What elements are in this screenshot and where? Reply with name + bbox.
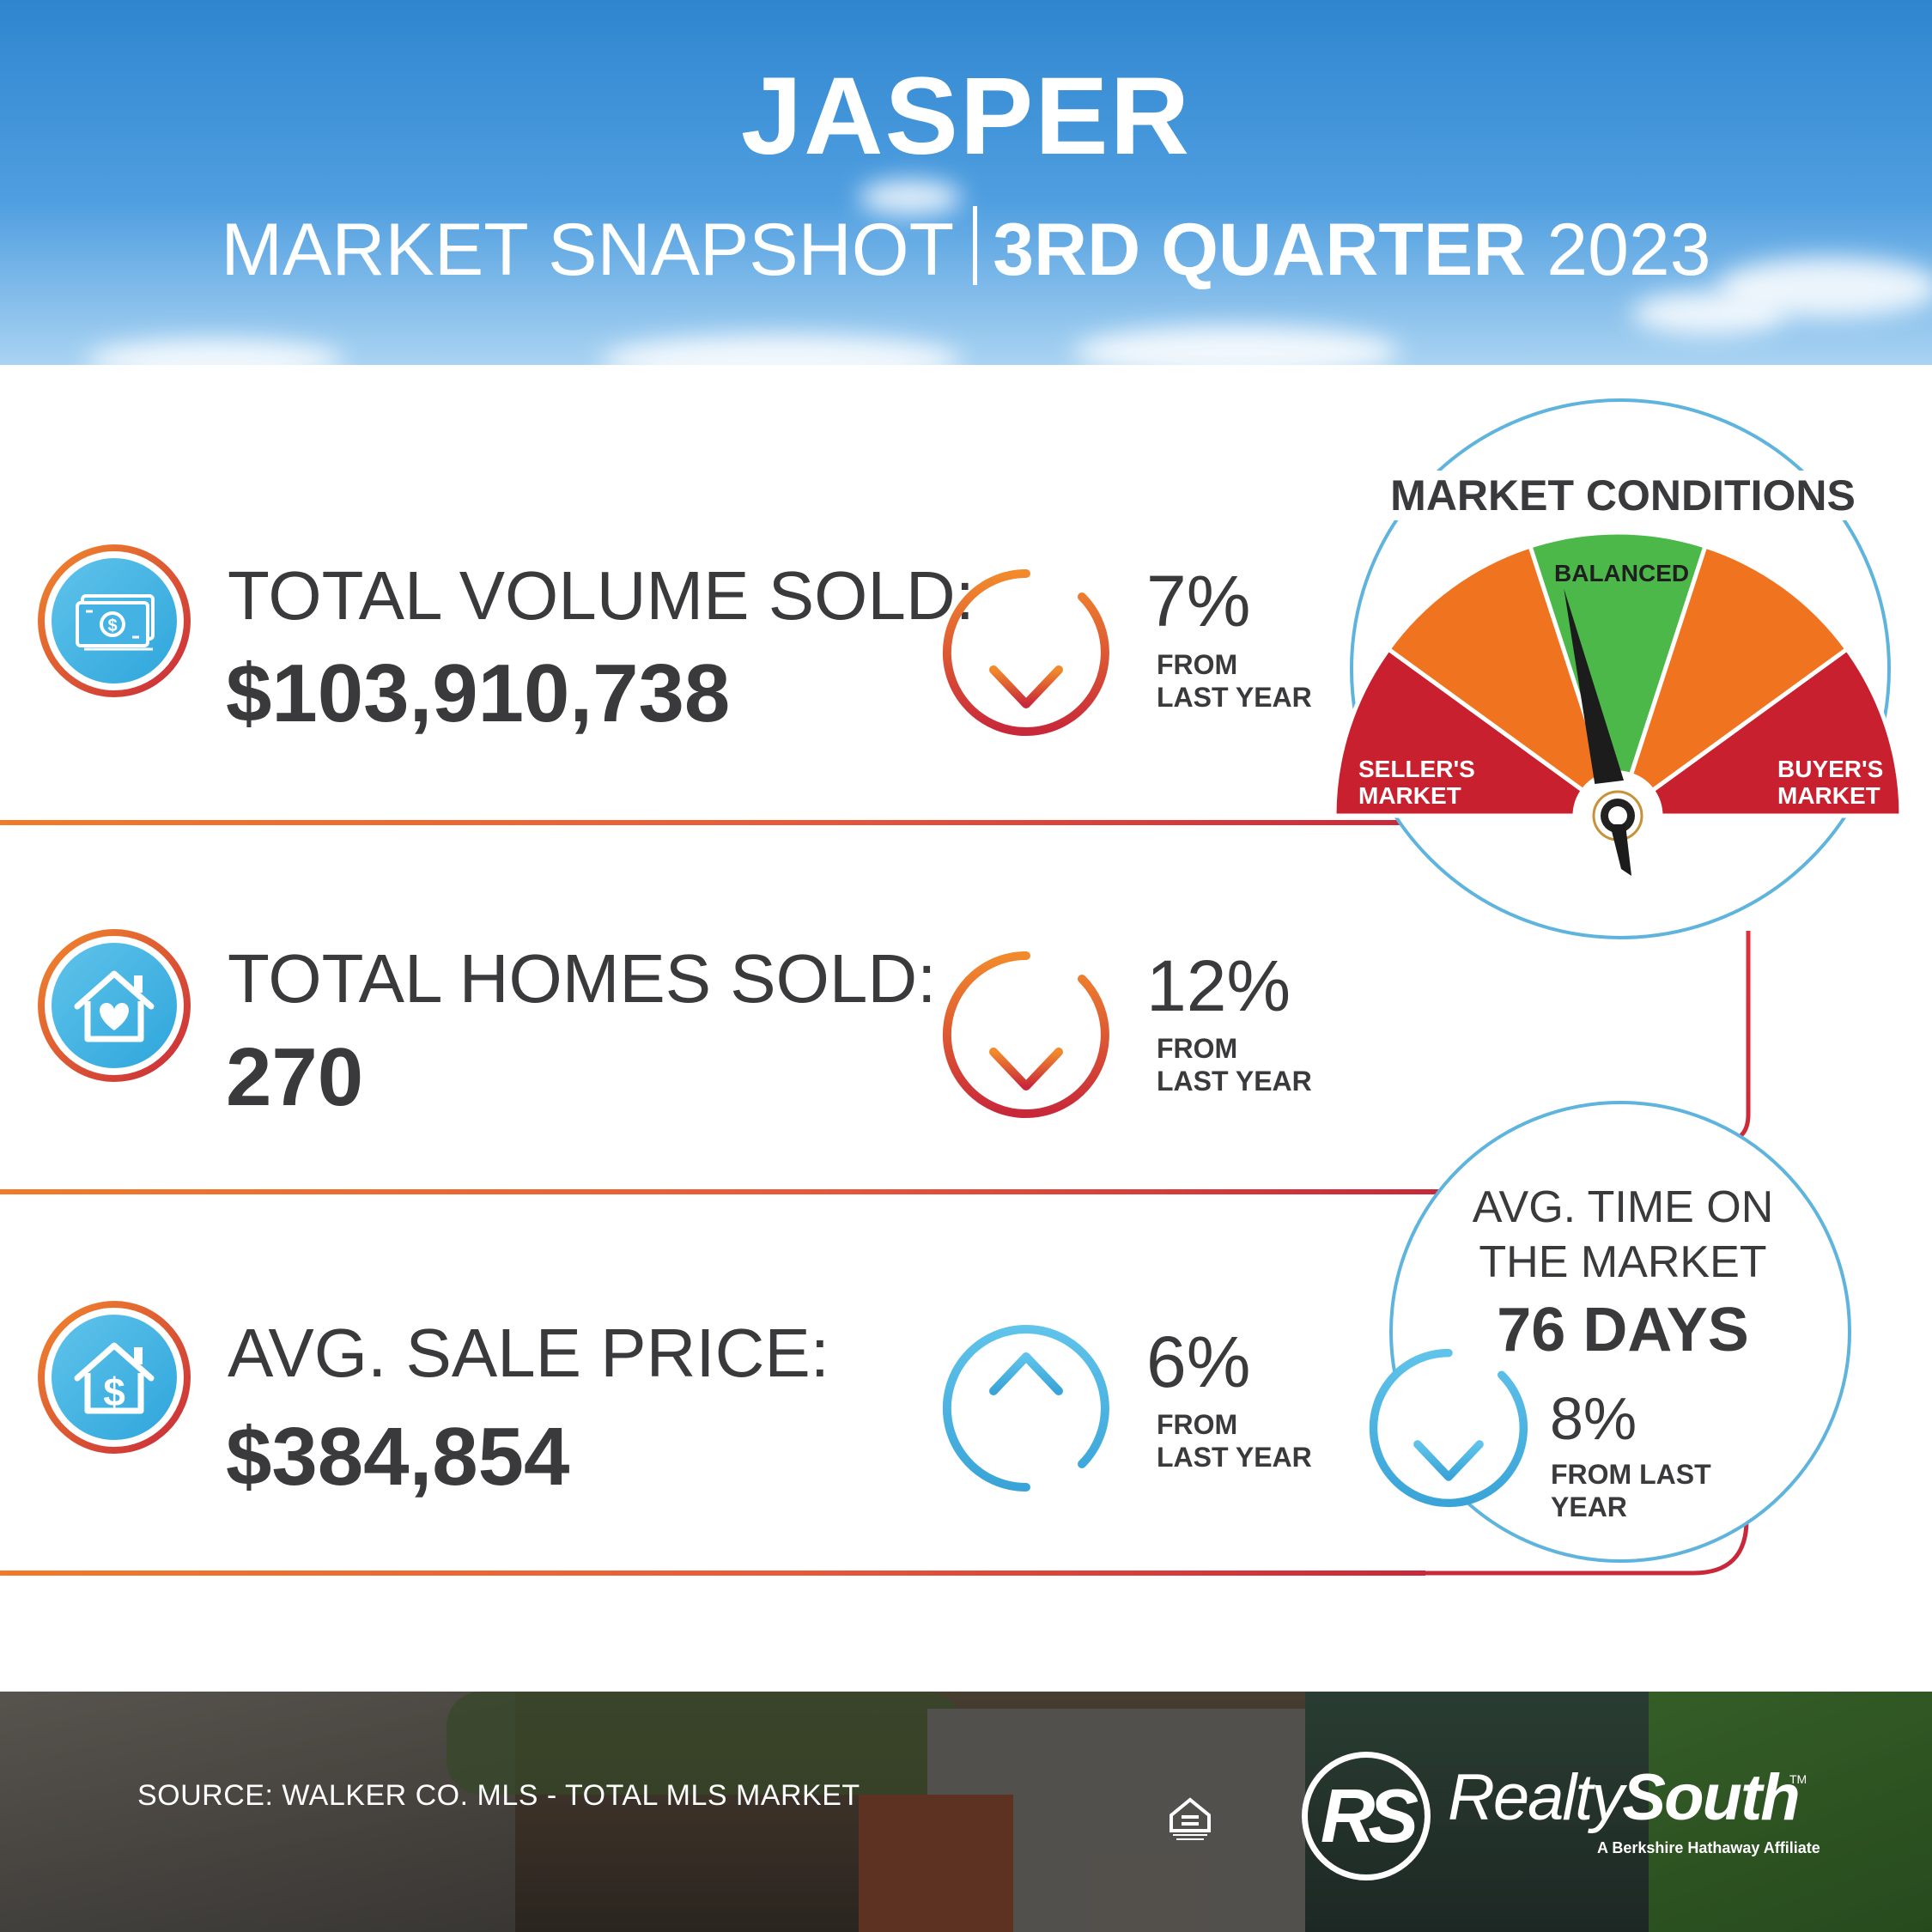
brand-name-bold: South [1622, 1761, 1800, 1834]
gauge-label-line: MARKET [1358, 782, 1461, 809]
brand-trademark: TM [1789, 1772, 1807, 1786]
gauge-segment [1649, 646, 1904, 818]
subtitle-separator [973, 206, 978, 285]
footer-photo [0, 1692, 1932, 1932]
change-note-line: LAST YEAR [1157, 1442, 1312, 1473]
time-label-line: THE MARKET [1479, 1237, 1767, 1287]
brand-logo-mark: RS [1320, 1773, 1419, 1858]
brand-name-light: Realty [1448, 1761, 1624, 1834]
brand-tagline: A Berkshire Hathaway Affiliate [1597, 1839, 1820, 1856]
subtitle-left: MARKET SNAPSHOT [221, 209, 955, 291]
photo-street [0, 1692, 515, 1932]
gauge-label-balanced: BALANCED [1554, 560, 1690, 586]
page-subtitle: MARKET SNAPSHOT 3RD QUARTER 2023 [0, 206, 1932, 293]
time-on-market-circle [1389, 1101, 1851, 1563]
change-note-line: LAST YEAR [1157, 682, 1312, 713]
arrow-down-icon [942, 951, 1109, 1118]
volume-change-pct: 7% [1146, 561, 1251, 641]
time-label-line: AVG. TIME ON [1472, 1182, 1774, 1232]
equal-housing-opportunity-icon [1170, 1797, 1211, 1840]
source-note: SOURCE: WALKER CO. MLS - TOTAL MLS MARKE… [137, 1779, 860, 1812]
gauge-label-line: MARKET [1777, 782, 1880, 809]
gauge-title: MARKET CONDITIONS [1374, 471, 1872, 520]
photo-overlay [0, 1692, 1932, 1932]
gauge-label-line: BUYER'S [1777, 756, 1884, 782]
house-dollar-icon: $ [38, 1301, 191, 1454]
time-on-market-label: AVG. TIME ON THE MARKET [1425, 1180, 1820, 1290]
cloud [859, 180, 962, 215]
cloud [601, 335, 962, 365]
arrow-down-icon [942, 569, 1109, 736]
avg-sale-price-value: $384,854 [226, 1411, 570, 1503]
gauge-label-line: SELLER'S [1358, 756, 1475, 782]
total-volume-label: TOTAL VOLUME SOLD: [228, 557, 975, 634]
avg-sale-price-label: AVG. SALE PRICE: [228, 1315, 829, 1391]
photo-field [1649, 1692, 1932, 1932]
svg-text:$: $ [103, 1370, 125, 1414]
change-note-line: YEAR [1551, 1492, 1627, 1522]
header-banner [0, 0, 1932, 365]
change-note-line: FROM [1157, 649, 1238, 680]
row-divider [0, 820, 1417, 825]
price-change-note: FROM LAST YEAR [1157, 1408, 1363, 1473]
row-divider [0, 1571, 1425, 1576]
gauge-segment [1385, 544, 1607, 794]
arrow-up-icon [942, 1325, 1109, 1492]
change-note-line: FROM [1157, 1409, 1238, 1440]
change-note-line: FROM LAST [1551, 1459, 1711, 1490]
photo-building [859, 1795, 1013, 1932]
gauge-label-buyers: BUYER'S MARKET [1777, 756, 1883, 809]
gauge-dial [1332, 532, 1904, 876]
subtitle-year: 2023 [1546, 209, 1711, 291]
change-note-line: LAST YEAR [1157, 1066, 1312, 1097]
svg-text:$: $ [107, 617, 117, 635]
brand-name: RealtySouth [1448, 1760, 1801, 1835]
total-homes-label: TOTAL HOMES SOLD: [228, 940, 937, 1017]
homes-change-pct: 12% [1146, 945, 1291, 1026]
time-change-note: FROM LAST YEAR [1551, 1458, 1740, 1523]
total-volume-value: $103,910,738 [226, 647, 731, 739]
cloud [1073, 326, 1400, 365]
photo-trees [447, 1692, 962, 1795]
subtitle-quarter: 3RD QUARTER [993, 209, 1527, 291]
brand-logo-ring [1302, 1752, 1431, 1880]
gauge-label-sellers: SELLER'S MARKET [1358, 756, 1475, 809]
volume-change-note: FROM LAST YEAR [1157, 648, 1363, 714]
gauge-segment [1332, 646, 1587, 818]
money-icon: $ [38, 544, 191, 697]
page-title: JASPER [740, 55, 1192, 178]
homes-change-note: FROM LAST YEAR [1157, 1032, 1363, 1097]
time-change-pct: 8% [1550, 1385, 1637, 1452]
house-heart-icon [38, 929, 191, 1082]
row-divider [0, 1189, 1443, 1194]
change-note-line: FROM [1157, 1033, 1238, 1064]
cloud [1631, 292, 1786, 335]
price-change-pct: 6% [1146, 1321, 1251, 1402]
gauge-segment [1628, 544, 1850, 794]
arrow-down-icon [1369, 1348, 1528, 1508]
total-homes-value: 270 [226, 1031, 364, 1123]
cloud [86, 339, 343, 365]
time-on-market-value: 76 DAYS [1497, 1296, 1749, 1364]
